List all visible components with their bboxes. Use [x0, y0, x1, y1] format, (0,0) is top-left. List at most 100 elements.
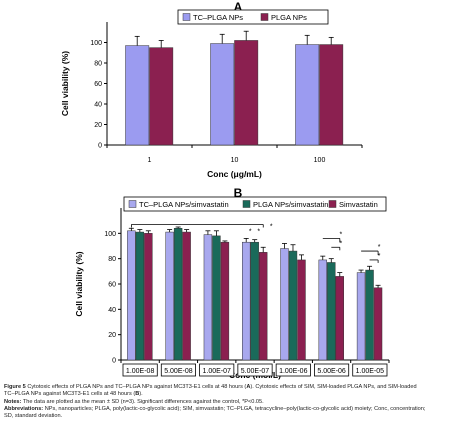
- legend-swatch: [182, 13, 191, 21]
- significance-marker: *: [249, 228, 252, 235]
- bar: [212, 235, 221, 361]
- y-tick-label: 20: [108, 332, 116, 339]
- y-tick-label: 60: [94, 81, 102, 88]
- figure-text-2: TC–PLGA NPs against MC3T3-E1 cells at 48…: [4, 391, 136, 397]
- bar: [149, 47, 174, 146]
- bar: [165, 231, 174, 361]
- figure-text: Cytotoxic effects of PLGA NPs and TC–PLG…: [25, 384, 247, 390]
- bar: [234, 40, 259, 146]
- bar: [259, 252, 268, 361]
- bar: [125, 45, 150, 146]
- x-tick-label: 1.00E-07: [203, 368, 232, 375]
- bar: [280, 248, 289, 361]
- figure-text-b: B: [135, 391, 140, 397]
- y-axis-label: Cell viability (%): [74, 251, 84, 316]
- y-tick-label: 80: [108, 256, 116, 263]
- bar: [127, 230, 136, 361]
- legend-label: TC–PLGA NPs: [193, 13, 243, 22]
- legend-swatch: [128, 200, 137, 208]
- notes-label: Notes:: [4, 399, 22, 405]
- x-tick-label: 5.00E-06: [317, 368, 346, 375]
- x-tick-label: 1.00E-05: [356, 368, 385, 375]
- x-axis-label: Conc (μg/mL): [207, 169, 262, 179]
- legend-swatch: [260, 13, 269, 21]
- legend-swatch: [242, 200, 251, 208]
- significance-marker: *: [339, 240, 342, 247]
- abbr-text: NPs, nanoparticles; PLGA, poly(lactic-co…: [43, 406, 426, 412]
- bar: [220, 241, 230, 361]
- legend-label: PLGA NPs: [271, 13, 307, 22]
- legend-label: Simvastatin: [339, 200, 378, 209]
- y-tick-label: 40: [108, 307, 116, 314]
- y-tick-label: 60: [108, 282, 116, 289]
- y-tick-label: 40: [94, 102, 102, 109]
- significance-marker: *: [339, 231, 342, 238]
- caption-abbreviations: Abbreviations: NPs, nanoparticles; PLGA,…: [4, 406, 470, 413]
- x-tick-label-box: [199, 363, 235, 377]
- abbr-text-2: SD, standard deviation.: [4, 413, 63, 419]
- panel-label: A: [234, 0, 243, 14]
- caption-line-2: TC–PLGA NPs against MC3T3-E1 cells at 48…: [4, 391, 470, 398]
- bar: [210, 43, 235, 146]
- bar: [327, 262, 336, 361]
- y-axis-label: Cell viability (%): [60, 51, 70, 116]
- x-tick-label-box: [314, 363, 350, 377]
- x-tick-label-box: [237, 363, 273, 377]
- bar: [242, 241, 251, 361]
- x-tick-label: 1.00E-06: [279, 368, 308, 375]
- y-tick-label: 100: [90, 40, 102, 47]
- bar: [297, 259, 306, 361]
- legend-label: TC–PLGA NPs/simvastatin: [139, 200, 229, 209]
- significance-marker: *: [378, 244, 381, 251]
- bar: [182, 231, 191, 361]
- x-tick-label: 1: [148, 157, 152, 164]
- x-tick-label: 10: [231, 157, 239, 164]
- panel-a: A 0 20 40 60 80 100 Cell viability (%) Conc (μg/…: [60, 0, 363, 179]
- y-tick-label: 100: [104, 231, 116, 238]
- significance-marker: *: [257, 228, 260, 235]
- figure-label: Figure 5: [4, 384, 26, 390]
- x-tick-label: 5.00E-08: [164, 368, 193, 375]
- bar: [356, 272, 366, 361]
- y-tick-label: 80: [94, 61, 102, 68]
- bar: [319, 44, 344, 146]
- y-tick-label: 0: [98, 143, 102, 150]
- x-tick-label: 100: [314, 157, 326, 164]
- bar: [373, 287, 383, 361]
- x-tick-label-box: [275, 363, 311, 377]
- bar: [135, 231, 145, 361]
- x-tick-label-box: [122, 363, 158, 377]
- x-tick-label-box: [160, 363, 196, 377]
- x-tick-label: 1.00E-08: [126, 368, 155, 375]
- x-tick-label-box: [352, 363, 388, 377]
- notes-text: The data are plotted as the mean ± SD (n…: [21, 399, 264, 405]
- legend-box: [123, 196, 387, 212]
- significance-marker: *: [378, 253, 381, 260]
- bar: [318, 259, 327, 361]
- figure-text-end: ).: [139, 391, 143, 397]
- caption-line-1: Figure 5 Cytotoxic effects of PLGA NPs a…: [4, 384, 470, 391]
- y-tick-label: 0: [112, 358, 116, 365]
- panel-label: B: [234, 186, 243, 200]
- caption-notes: Notes: The data are plotted as the mean …: [4, 399, 470, 406]
- bar: [295, 44, 320, 146]
- legend-box: [177, 9, 329, 25]
- bar: [365, 269, 374, 361]
- x-tick-label: 5.00E-07: [241, 368, 270, 375]
- significance-marker: *: [270, 223, 273, 230]
- legend-swatch: [328, 200, 337, 208]
- caption-abbreviations-2: SD, standard deviation.: [4, 413, 470, 420]
- bar: [250, 241, 259, 361]
- bar: [203, 234, 213, 361]
- figure-text-a: A: [246, 384, 251, 390]
- bar: [288, 250, 298, 361]
- bar: [335, 276, 344, 361]
- bar: [173, 228, 183, 361]
- y-tick-label: 20: [94, 122, 102, 129]
- abbr-label: Abbreviations:: [4, 406, 44, 412]
- legend-label: PLGA NPs/simvastatin: [253, 200, 328, 209]
- bar: [144, 233, 153, 361]
- figure-text-mid: ). Cytotoxic effects of SIM, SIM-loaded …: [250, 384, 417, 390]
